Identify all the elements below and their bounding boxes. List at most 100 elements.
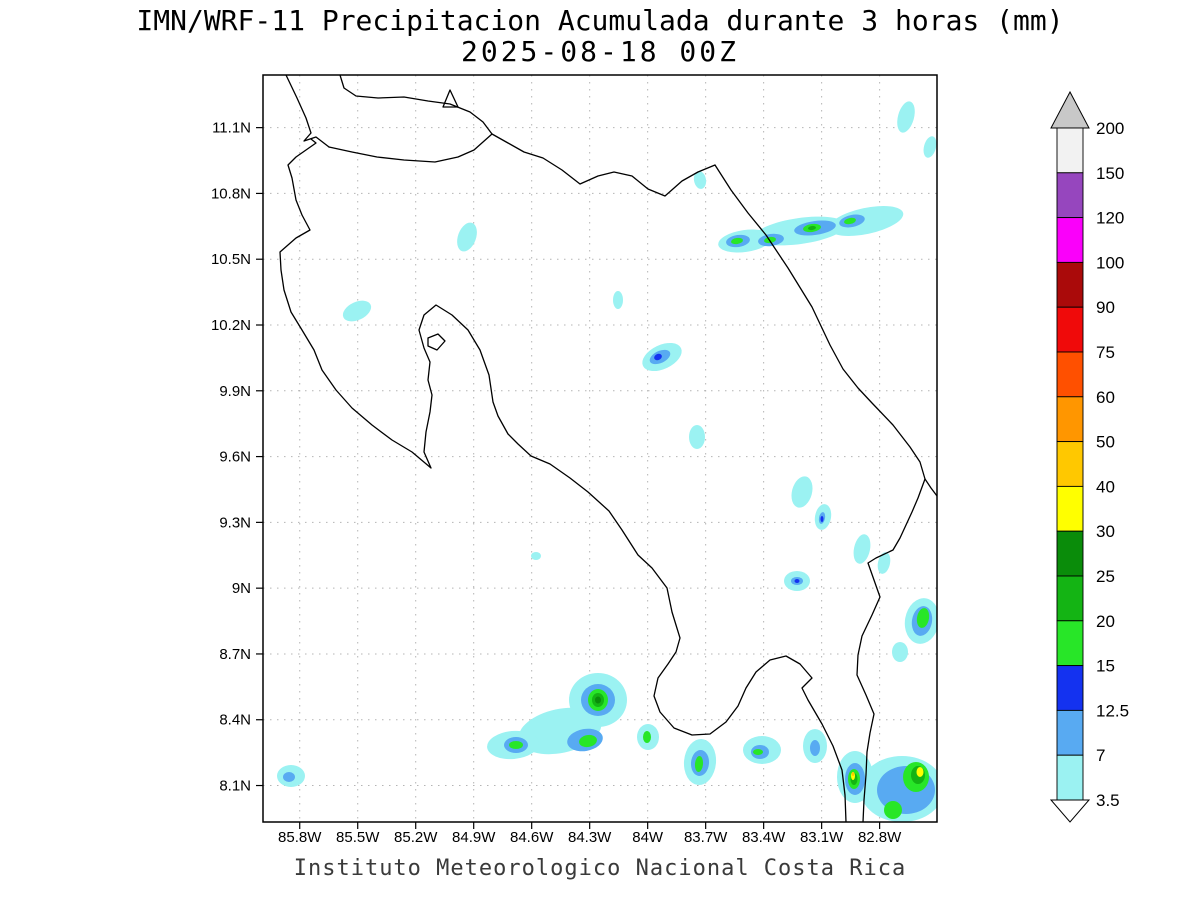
precip-cell-c1 <box>693 171 707 189</box>
lat-tick-label: 8.1N <box>219 778 251 795</box>
colorbar-tick-label: 100 <box>1096 253 1124 272</box>
colorbar-tick-label: 20 <box>1096 612 1115 631</box>
lat-tick-label: 9.6N <box>219 449 251 466</box>
colorbar-tick-label: 90 <box>1096 298 1115 317</box>
lon-tick-label: 83.1W <box>800 829 844 846</box>
lat-tick-label: 9.9N <box>219 383 251 400</box>
lat-tick-label: 8.4N <box>219 712 251 729</box>
lon-tick-label: 85.8W <box>278 829 322 846</box>
precip-cell-g1 <box>509 741 523 749</box>
coastline-pacific <box>279 138 847 822</box>
figure-footer: Instituto Meteorologico Nacional Costa R… <box>293 856 907 881</box>
axis-layer: 11.1N 10.8N 10.5N 10.2N 9.9N 9.6N 9.3N 9N 8.7N 8.… <box>211 120 902 846</box>
colorbar-segment <box>1056 351 1084 398</box>
colorbar-tick-label: 25 <box>1096 567 1115 586</box>
lat-tick-label: 10.2N <box>211 317 251 334</box>
lat-tick-label: 9N <box>232 580 251 597</box>
colorbar-segment <box>1056 754 1084 801</box>
coastline-panama-caribbean <box>924 478 937 497</box>
colorbar-arrow-above-max <box>1050 90 1090 129</box>
figure-title-line1: IMN/WRF-11 Precipitacion Acumulada duran… <box>136 4 1064 37</box>
lon-tick-label: 84.3W <box>568 829 612 846</box>
coastline-nicaragua-pacific <box>285 75 330 148</box>
colorbar-tick-label: 150 <box>1096 164 1124 183</box>
colorbar-segment <box>1056 127 1084 174</box>
colorbar-segment <box>1056 396 1084 443</box>
colorbar-segment <box>1056 441 1084 487</box>
precip-cell-g3 <box>595 696 601 704</box>
lat-tick-label: 10.8N <box>211 185 251 202</box>
coastline-caribbean-and-panama-border <box>714 164 926 822</box>
precip-cell-g1 <box>916 608 930 628</box>
precip-cell-c1 <box>457 222 477 252</box>
precipitation-shading-layer <box>277 101 937 822</box>
lon-tick-label: 83.7W <box>684 829 728 846</box>
precip-cell-g2 <box>808 225 816 231</box>
precip-cell-g1 <box>643 731 651 743</box>
precip-cell-c1 <box>892 642 908 662</box>
colorbar-segment <box>1056 665 1084 711</box>
precip-cell-g1 <box>731 237 743 245</box>
colorbar-tick-label: 50 <box>1096 433 1115 452</box>
precip-cell-c1 <box>923 136 937 158</box>
lat-tick-label: 10.5N <box>211 251 251 268</box>
precip-cell-c1 <box>897 101 915 133</box>
lon-tick-label: 84W <box>632 829 664 846</box>
colorbar: 200 150 120 100 90 75 60 50 40 30 25 20 15 12.5 7 3.5 <box>1049 90 1129 823</box>
lon-tick-label: 84.6W <box>510 829 554 846</box>
colorbar-segment <box>1056 575 1084 622</box>
island-gulf-of-nicoya <box>427 333 446 351</box>
precip-cell-c1 <box>877 552 891 574</box>
precip-cell-c3 <box>794 579 800 583</box>
colorbar-segment <box>1056 530 1084 577</box>
colorbar-tick-label: 7 <box>1096 746 1105 765</box>
precip-cell-c3 <box>654 353 662 361</box>
border-costa-rica-nicaragua <box>328 133 716 197</box>
precip-cell-c2 <box>283 772 295 782</box>
lat-tick-label: 9.3N <box>219 514 251 531</box>
colorbar-segment <box>1056 485 1084 532</box>
precip-cell-g1 <box>884 801 902 819</box>
coastline-layer <box>279 75 937 822</box>
lon-tick-label: 85.5W <box>336 829 380 846</box>
precip-cell-c1 <box>342 300 372 322</box>
precip-cell-g1 <box>579 734 597 748</box>
coastline-lake-nicaragua-shore <box>339 75 493 135</box>
lat-tick-label: 8.7N <box>219 646 251 663</box>
colorbar-tick-label: 3.5 <box>1096 791 1120 810</box>
precip-cell-c2 <box>810 740 820 756</box>
precip-cell-g1 <box>753 749 763 755</box>
island-lake-nicaragua <box>442 89 459 108</box>
colorbar-segment <box>1056 217 1084 263</box>
lon-tick-label: 82.8W <box>858 829 902 846</box>
colorbar-tick-label: 15 <box>1096 657 1115 676</box>
precip-cell-c1 <box>613 291 623 309</box>
precip-cell-c1 <box>791 476 813 508</box>
precip-cell-g1 <box>844 217 856 225</box>
colorbar-tick-label: 75 <box>1096 343 1115 362</box>
precip-cell-c3 <box>820 516 824 522</box>
precip-cell-c1 <box>689 425 705 449</box>
colorbar-tick-label: 40 <box>1096 477 1115 496</box>
precip-cell-c1 <box>853 534 871 564</box>
colorbar-segment <box>1056 261 1084 308</box>
colorbar-segment <box>1056 172 1084 219</box>
lat-tick-label: 11.1N <box>212 120 251 137</box>
colorbar-tick-label: 200 <box>1096 119 1124 138</box>
precip-cell-c1 <box>828 206 904 236</box>
colorbar-tick-label: 60 <box>1096 388 1115 407</box>
lon-tick-label: 84.9W <box>452 829 496 846</box>
map-frame <box>262 74 938 823</box>
colorbar-segment <box>1056 306 1084 353</box>
figure-title-datetime: 2025-08-18 00Z <box>460 35 739 68</box>
lon-tick-label: 85.2W <box>394 829 438 846</box>
colorbar-tick-label: 120 <box>1096 209 1124 228</box>
precip-cell-y1 <box>916 767 924 777</box>
colorbar-tick-label: 12.5 <box>1096 701 1129 720</box>
colorbar-tick-label: 30 <box>1096 522 1115 541</box>
colorbar-segment <box>1056 709 1084 756</box>
colorbar-segment <box>1056 620 1084 667</box>
colorbar-arrow-below-min <box>1049 799 1091 823</box>
